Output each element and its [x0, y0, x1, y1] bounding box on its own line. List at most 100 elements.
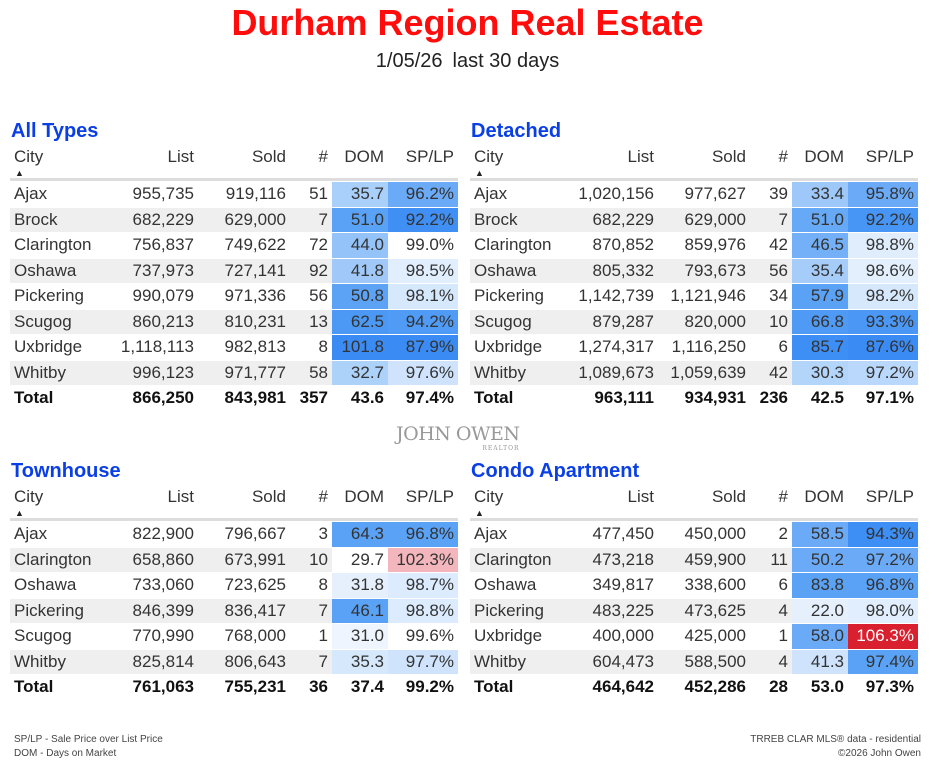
sort-ascending-icon[interactable]: ▲ [15, 168, 24, 178]
cell-splp: 94.2% [388, 309, 458, 334]
column-header-sold[interactable]: Sold [198, 147, 290, 181]
cell-count: 6 [778, 337, 788, 357]
cell-dom: 51.0 [792, 207, 848, 232]
cell-count: 1 [318, 626, 328, 646]
column-header-city[interactable]: City ▲ [470, 147, 566, 181]
sort-ascending-icon[interactable]: ▲ [15, 508, 24, 518]
column-header-count[interactable]: # [290, 487, 332, 521]
column-header-count[interactable]: # [290, 147, 332, 181]
cell-dom: 101.8 [332, 335, 388, 360]
cell-count: 4 [750, 649, 792, 674]
cell-count: 51 [309, 184, 328, 204]
total-dom: 42.5 [810, 388, 844, 408]
cell-sold: 629,000 [198, 207, 290, 232]
cell-sold: 727,141 [198, 258, 290, 283]
cell-splp: 98.7% [388, 573, 458, 598]
column-header-dom[interactable]: DOM [332, 147, 388, 181]
cell-sold: 810,231 [198, 309, 290, 334]
column-header-city[interactable]: City ▲ [470, 487, 566, 521]
table-row: Scugog 860,213 810,231 13 62.5 94.2% [10, 309, 458, 334]
cell-list: 825,814 [106, 649, 198, 674]
cell-list: 955,735 [132, 184, 194, 204]
cell-count: 8 [318, 337, 328, 357]
column-header-list[interactable]: List [566, 487, 658, 521]
cell-sold: 629,000 [658, 207, 750, 232]
column-header-city[interactable]: City ▲ [10, 147, 106, 181]
column-header-splp[interactable]: SP/LP [848, 487, 918, 521]
table-row: Scugog 879,287 820,000 10 66.8 93.3% [470, 309, 918, 334]
column-header-sold[interactable]: Sold [658, 487, 750, 521]
column-header-list[interactable]: List [106, 487, 198, 521]
sort-ascending-icon[interactable]: ▲ [475, 508, 484, 518]
source-notes: TRREB CLAR MLS® data - residential ©2026… [750, 733, 921, 761]
total-sold: 755,231 [224, 677, 286, 697]
column-header-dom[interactable]: DOM [792, 147, 848, 181]
cell-splp: 92.2% [848, 207, 918, 232]
total-count: 28 [769, 677, 788, 697]
cell-list: 770,990 [132, 626, 194, 646]
cell-count: 10 [290, 547, 332, 572]
cell-splp: 87.9% [388, 335, 458, 360]
cell-list: 400,000 [592, 626, 654, 646]
cell-city: Whitby [10, 649, 106, 674]
cell-city: Pickering [474, 286, 544, 306]
column-header-count[interactable]: # [750, 487, 792, 521]
cell-dom: 46.1 [332, 598, 388, 623]
table-row: Ajax 955,735 919,116 51 35.7 96.2% [10, 182, 458, 207]
cell-city: Pickering [14, 286, 84, 306]
column-header-city[interactable]: City ▲ [10, 487, 106, 521]
total-city: Total [474, 677, 514, 697]
cell-city: Scugog [470, 309, 566, 334]
cell-dom: 35.3 [332, 649, 388, 674]
cell-count: 34 [769, 286, 788, 306]
report-date: 1/05/26 [375, 50, 443, 72]
cell-dom: 50.8 [332, 284, 388, 309]
column-header-splp[interactable]: SP/LP [388, 487, 458, 521]
cell-count: 6 [778, 575, 788, 595]
column-header-dom[interactable]: DOM [332, 487, 388, 521]
cell-splp: 97.6% [388, 360, 458, 385]
cell-dom: 46.5 [792, 233, 848, 258]
cell-city: Oshawa [10, 258, 106, 283]
table-row: Oshawa 733,060 723,625 8 31.8 98.7% [10, 573, 458, 598]
cell-splp: 99.6% [388, 624, 458, 649]
cell-sold: 982,813 [224, 337, 286, 357]
cell-splp: 98.6% [848, 258, 918, 283]
cell-sold: 919,116 [225, 184, 286, 204]
column-header-list[interactable]: List [106, 147, 198, 181]
cell-sold: 425,000 [684, 626, 746, 646]
total-dom: 53.0 [810, 677, 844, 697]
cell-city: Ajax [474, 524, 508, 544]
cell-sold: 971,777 [198, 360, 290, 385]
cell-dom: 85.7 [792, 335, 848, 360]
table-row: Uxbridge 1,118,113 982,813 8 101.8 87.9% [10, 335, 458, 360]
total-splp: 97.4% [405, 388, 454, 408]
table-row: Scugog 770,990 768,000 1 31.0 99.6% [10, 624, 458, 649]
sort-ascending-icon[interactable]: ▲ [475, 168, 484, 178]
cell-splp: 94.3% [848, 522, 918, 547]
column-header-sold[interactable]: Sold [198, 487, 290, 521]
table-section-detached: Detached City ▲ List Sold # DOM SP/LP Ajax 1,020,… [470, 116, 918, 412]
cell-sold: 588,500 [658, 649, 750, 674]
cell-splp: 102.3% [388, 547, 458, 572]
cell-count: 92 [290, 258, 332, 283]
cell-list: 860,213 [106, 309, 198, 334]
cell-city: Oshawa [474, 575, 537, 595]
column-header-splp[interactable]: SP/LP [388, 147, 458, 181]
column-header-sold[interactable]: Sold [658, 147, 750, 181]
column-header-splp[interactable]: SP/LP [848, 147, 918, 181]
cell-count: 7 [290, 649, 332, 674]
section-title: Detached [471, 120, 562, 142]
table-section-all-types: All Types City ▲ List Sold # DOM SP/LP Ajax 955,7… [10, 116, 458, 412]
column-header-dom[interactable]: DOM [792, 487, 848, 521]
table-row: Whitby 825,814 806,643 7 35.3 97.7% [10, 649, 458, 674]
column-header-count[interactable]: # [750, 147, 792, 181]
cell-list: 805,332 [566, 258, 658, 283]
cell-count: 13 [290, 309, 332, 334]
cell-sold: 977,627 [684, 184, 746, 204]
table-condo-apartment: City ▲ List Sold # DOM SP/LP Ajax 477,450 450,000… [470, 486, 918, 701]
cell-splp: 97.2% [848, 360, 918, 385]
total-sold: 452,286 [684, 677, 746, 697]
column-header-list[interactable]: List [566, 147, 658, 181]
